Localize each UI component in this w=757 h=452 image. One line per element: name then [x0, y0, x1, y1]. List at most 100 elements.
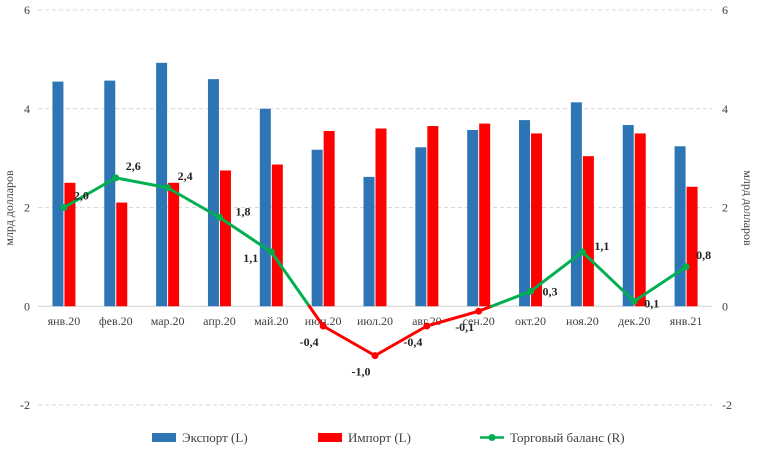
export-bar [570, 102, 582, 307]
export-bar [622, 125, 634, 307]
import-bar [271, 164, 283, 307]
import-bar [582, 156, 594, 307]
balance-line [60, 174, 690, 360]
balance-data-label: -0,4 [403, 335, 422, 349]
data-labels: 2,0 2,6 2,4 1,8 1,1 -0,4 -1,0 -0,4 -0,1 0,3 1,1 0,1… [74, 159, 711, 379]
balance-marker [215, 213, 223, 221]
balance-marker [630, 297, 638, 305]
x-axis-tick-label: мар.20 [151, 314, 185, 328]
right-axis-tick-label: -2 [722, 398, 732, 412]
balance-data-label: 2,0 [74, 189, 89, 203]
import-bar [375, 128, 387, 307]
export-bar [104, 80, 116, 307]
import-bar [634, 133, 646, 307]
balance-line-segment [632, 265, 688, 303]
balance-marker [267, 248, 275, 256]
balance-line-segment [321, 324, 377, 358]
left-axis-tick-label: 6 [24, 3, 30, 17]
x-axis-tick-label: май.20 [254, 314, 288, 328]
x-axis-tick-label: фев.20 [99, 314, 133, 328]
balance-line-segment [307, 304, 325, 328]
balance-data-label: 1,1 [243, 251, 258, 265]
right-axis-tick-label: 4 [722, 102, 728, 116]
x-axis-tick-label: окт.20 [515, 314, 546, 328]
legend-label-export: Экспорт (L) [182, 430, 248, 445]
legend-swatch-export [152, 433, 176, 442]
export-bar [259, 108, 271, 307]
export-bar [519, 120, 531, 307]
export-bar [207, 79, 219, 307]
legend-swatch-balance-marker [488, 434, 496, 441]
legend-label-import: Импорт (L) [348, 430, 411, 445]
export-bar [52, 81, 64, 307]
x-axis-tick-label: сен.20 [463, 314, 495, 328]
balance-line-segment [114, 176, 170, 190]
export-bar [415, 147, 427, 307]
balance-marker [475, 307, 483, 315]
balance-marker [112, 174, 120, 182]
x-axis-tick-label: апр.20 [203, 314, 236, 328]
balance-data-label: -1,0 [352, 365, 371, 379]
export-bar [674, 146, 686, 307]
import-bar [219, 170, 231, 307]
left-axis-ticks: -2 0 2 4 6 [20, 3, 30, 412]
balance-marker [682, 263, 690, 271]
balance-line-segment [62, 176, 118, 209]
right-axis-tick-label: 0 [722, 299, 728, 313]
legend: Экспорт (L) Импорт (L) Торговый баланс (… [152, 430, 625, 445]
balance-data-label: -0,4 [300, 335, 319, 349]
import-bar [116, 202, 128, 307]
balance-line-segment [166, 186, 221, 219]
export-bar [467, 129, 479, 307]
balance-data-label: 0,3 [543, 284, 558, 298]
balance-marker [371, 352, 379, 360]
balance-line-segment [373, 324, 429, 358]
gridlines [38, 9, 712, 406]
balance-line-segment [425, 309, 481, 328]
import-bar [427, 126, 439, 307]
balance-data-label: 1,1 [594, 239, 609, 253]
balance-data-label: -0,1 [455, 320, 474, 334]
balance-data-label: 1,8 [235, 204, 250, 218]
legend-swatch-import [318, 433, 342, 442]
x-axis-tick-label: ноя.20 [566, 314, 599, 328]
export-bar [311, 149, 323, 307]
balance-marker [319, 322, 327, 330]
balance-data-label: 0,1 [644, 296, 659, 310]
balance-data-label: 2,6 [126, 159, 141, 173]
x-axis-tick-label: июн.20 [305, 314, 342, 328]
balance-line-segment [529, 250, 584, 293]
balance-line-segment [580, 250, 636, 303]
balance-marker [60, 204, 68, 211]
balance-data-label: 2,4 [178, 169, 193, 183]
import-bar [64, 182, 76, 307]
balance-marker [527, 287, 535, 295]
balance-data-label: 0,8 [696, 248, 711, 262]
x-axis-tick-label: янв.20 [48, 314, 81, 328]
right-axis-tick-label: 6 [722, 3, 728, 17]
bars [52, 62, 698, 307]
x-axis-tick-label: июл.20 [357, 314, 393, 328]
right-axis-ticks: -2 0 2 4 6 [722, 3, 732, 412]
x-axis-tick-label: дек.20 [618, 314, 650, 328]
balance-line-segment [217, 215, 273, 254]
left-axis-tick-label: 4 [24, 102, 30, 116]
left-axis-tick-label: 0 [24, 299, 30, 313]
balance-line-segment [490, 289, 533, 308]
import-bar [686, 186, 698, 307]
balance-marker [164, 184, 172, 192]
x-axis-tick-label: янв.21 [670, 314, 703, 328]
legend-label-balance: Торговый баланс (R) [510, 430, 625, 445]
x-axis-ticks: янв.20 фев.20 мар.20 апр.20 май.20 июн.20 июл.… [48, 314, 703, 328]
y-axis-label-right: млрд долларов [741, 170, 755, 246]
import-bar [323, 130, 335, 307]
balance-marker [423, 322, 431, 330]
import-bar [479, 123, 491, 307]
import-bar [168, 182, 180, 307]
balance-marker [578, 248, 586, 256]
export-bar [363, 176, 375, 307]
left-axis-tick-label: -2 [20, 398, 30, 412]
export-bar [156, 62, 168, 307]
left-axis-tick-label: 2 [24, 201, 30, 215]
